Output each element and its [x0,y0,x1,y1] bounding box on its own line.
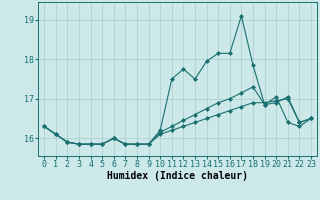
X-axis label: Humidex (Indice chaleur): Humidex (Indice chaleur) [107,171,248,181]
